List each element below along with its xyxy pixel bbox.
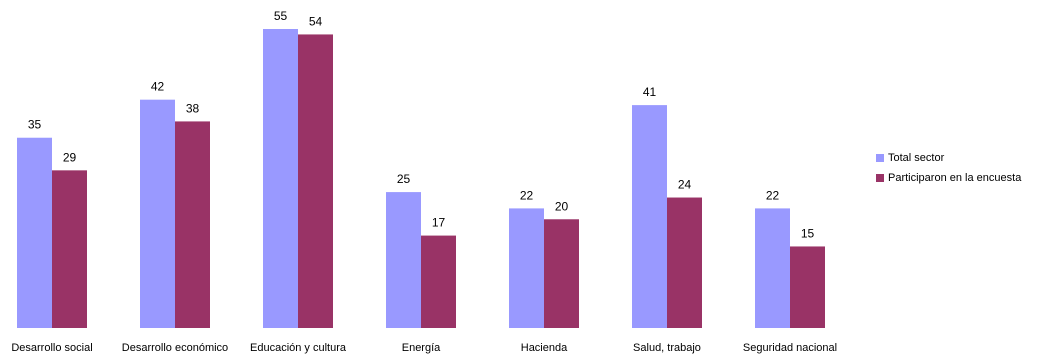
bar-desarrollo-social-total-sector: [17, 137, 52, 328]
legend-swatch-total-sector: [876, 154, 884, 162]
bar-educacion-y-cultura-total-sector: [263, 29, 298, 328]
value-label-educacion-y-cultura-total-sector: 55: [274, 9, 288, 23]
value-label-salud-trabajo-total-sector: 41: [643, 85, 657, 99]
category-label-energia: Energía: [402, 342, 441, 354]
value-label-salud-trabajo-participaron-en-la-encuesta: 24: [678, 178, 692, 192]
category-label-desarrollo-economico: Desarrollo económico: [122, 342, 228, 354]
value-label-educacion-y-cultura-participaron-en-la-encuesta: 54: [309, 14, 323, 28]
value-label-hacienda-total-sector: 22: [520, 188, 534, 202]
value-label-desarrollo-economico-participaron-en-la-encuesta: 38: [186, 101, 200, 115]
bar-energia-total-sector: [386, 192, 421, 328]
value-label-hacienda-participaron-en-la-encuesta: 20: [555, 199, 569, 213]
bar-energia-participaron-en-la-encuesta: [421, 235, 456, 328]
value-labels-group: 35 29 42 38 55 54 25 17 22 20 41 24 22 15: [28, 9, 815, 240]
value-label-desarrollo-economico-total-sector: 42: [151, 80, 165, 94]
bar-educacion-y-cultura-participaron-en-la-encuesta: [298, 34, 333, 328]
category-label-desarrollo-social: Desarrollo social: [11, 342, 92, 354]
legend-item-participaron: Participaron en la encuesta: [876, 168, 1021, 188]
value-label-desarrollo-social-total-sector: 35: [28, 118, 42, 132]
legend: Total sector Participaron en la encuesta: [876, 148, 1021, 188]
value-label-seguridad-nacional-participaron-en-la-encuesta: 15: [801, 226, 815, 240]
category-label-salud-trabajo: Salud, trabajo: [633, 342, 701, 354]
bar-hacienda-participaron-en-la-encuesta: [544, 219, 579, 328]
bar-hacienda-total-sector: [509, 208, 544, 328]
bar-desarrollo-economico-participaron-en-la-encuesta: [175, 121, 210, 328]
category-label-seguridad-nacional: Seguridad nacional: [743, 342, 837, 354]
bar-salud-trabajo-total-sector: [632, 105, 667, 328]
legend-label-participaron: Participaron en la encuesta: [888, 172, 1022, 184]
value-label-seguridad-nacional-total-sector: 22: [766, 188, 780, 202]
value-label-energia-total-sector: 25: [397, 172, 411, 186]
category-labels-group: Desarrollo social Desarrollo económico Edu…: [11, 342, 837, 354]
bar-salud-trabajo-participaron-en-la-encuesta: [667, 197, 702, 328]
legend-item-total-sector: Total sector: [876, 148, 1021, 168]
legend-label-total-sector: Total sector: [888, 152, 945, 164]
category-label-educacion-y-cultura: Educación y cultura: [250, 342, 347, 354]
category-label-hacienda: Hacienda: [521, 342, 568, 354]
bar-seguridad-nacional-total-sector: [755, 208, 790, 328]
value-label-desarrollo-social-participaron-en-la-encuesta: 29: [63, 150, 77, 164]
legend-swatch-participaron: [876, 174, 884, 182]
bar-chart: 35 29 42 38 55 54 25 17 22 20 41 24 22 15 Desarrollo …: [11, 9, 837, 354]
bar-desarrollo-economico-total-sector: [140, 99, 175, 328]
bar-desarrollo-social-participaron-en-la-encuesta: [52, 170, 87, 328]
bars-group: [17, 29, 825, 328]
bar-seguridad-nacional-participaron-en-la-encuesta: [790, 246, 825, 328]
value-label-energia-participaron-en-la-encuesta: 17: [432, 216, 446, 230]
